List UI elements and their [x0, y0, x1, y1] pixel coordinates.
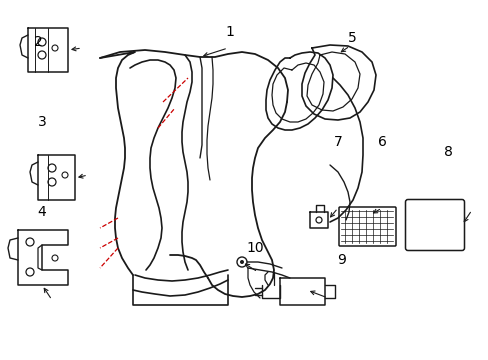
- Text: 5: 5: [347, 31, 356, 45]
- Text: 8: 8: [443, 145, 451, 159]
- FancyBboxPatch shape: [338, 207, 395, 246]
- Text: 10: 10: [245, 241, 263, 255]
- Text: 9: 9: [337, 253, 346, 267]
- Text: 3: 3: [38, 115, 46, 129]
- Text: 7: 7: [333, 135, 342, 149]
- Text: 6: 6: [377, 135, 386, 149]
- Text: 2: 2: [34, 35, 42, 49]
- Text: 1: 1: [225, 25, 234, 39]
- Text: 4: 4: [38, 205, 46, 219]
- FancyBboxPatch shape: [405, 199, 464, 251]
- Circle shape: [240, 260, 244, 264]
